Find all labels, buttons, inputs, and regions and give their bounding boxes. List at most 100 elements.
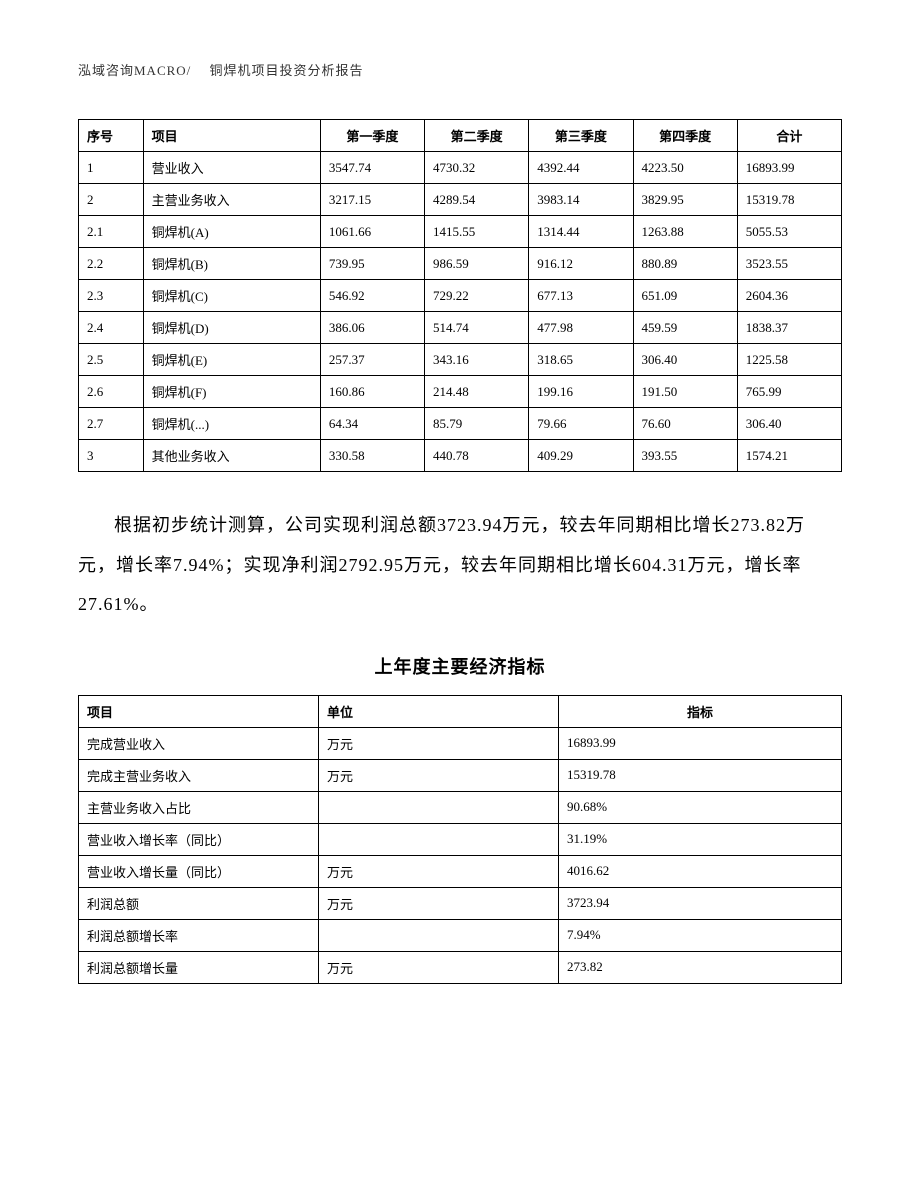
table-cell: 76.60 (633, 408, 737, 440)
table-cell: 万元 (319, 887, 559, 919)
table-cell: 16893.99 (737, 152, 841, 184)
quarterly-revenue-table: 序号 项目 第一季度 第二季度 第三季度 第四季度 合计 1营业收入3547.7… (78, 119, 842, 472)
table-cell: 651.09 (633, 280, 737, 312)
table-cell: 477.98 (529, 312, 633, 344)
table-cell: 2.4 (79, 312, 144, 344)
table-cell: 2 (79, 184, 144, 216)
table-cell: 铜焊机(C) (143, 280, 320, 312)
table-row: 完成营业收入万元16893.99 (79, 727, 842, 759)
table-cell: 3829.95 (633, 184, 737, 216)
table-cell: 739.95 (320, 248, 424, 280)
table-cell: 营业收入增长率（同比） (79, 823, 319, 855)
table-cell: 343.16 (425, 344, 529, 376)
table-cell: 万元 (319, 951, 559, 983)
economic-indicators-table: 项目 单位 指标 完成营业收入万元16893.99完成主营业务收入万元15319… (78, 695, 842, 984)
table-cell: 1263.88 (633, 216, 737, 248)
table-cell: 79.66 (529, 408, 633, 440)
table-row: 营业收入增长量（同比）万元4016.62 (79, 855, 842, 887)
page-header: 泓域咨询MACRO/ 铜焊机项目投资分析报告 (78, 60, 842, 79)
table-cell: 64.34 (320, 408, 424, 440)
table-cell: 409.29 (529, 440, 633, 472)
table-cell: 4289.54 (425, 184, 529, 216)
table-cell: 306.40 (737, 408, 841, 440)
col-seq: 序号 (79, 120, 144, 152)
table-cell: 铜焊机(E) (143, 344, 320, 376)
table-cell: 万元 (319, 759, 559, 791)
table-cell: 营业收入增长量（同比） (79, 855, 319, 887)
table-cell: 31.19% (559, 823, 842, 855)
table-cell: 7.94% (559, 919, 842, 951)
table-cell: 其他业务收入 (143, 440, 320, 472)
table-row: 2主营业务收入3217.154289.543983.143829.9515319… (79, 184, 842, 216)
table-cell: 273.82 (559, 951, 842, 983)
col-q4: 第四季度 (633, 120, 737, 152)
table-cell: 3547.74 (320, 152, 424, 184)
table-cell: 393.55 (633, 440, 737, 472)
table-cell: 214.48 (425, 376, 529, 408)
col-total: 合计 (737, 120, 841, 152)
table-cell: 铜焊机(D) (143, 312, 320, 344)
summary-paragraph: 根据初步统计测算，公司实现利润总额3723.94万元，较去年同期相比增长273.… (78, 506, 842, 625)
table-header-row: 序号 项目 第一季度 第二季度 第三季度 第四季度 合计 (79, 120, 842, 152)
table-cell: 3217.15 (320, 184, 424, 216)
table-cell: 1 (79, 152, 144, 184)
table-cell: 万元 (319, 855, 559, 887)
table-cell: 2.2 (79, 248, 144, 280)
table-cell (319, 791, 559, 823)
table-cell: 铜焊机(F) (143, 376, 320, 408)
table-cell: 514.74 (425, 312, 529, 344)
table-cell: 铜焊机(B) (143, 248, 320, 280)
table-cell: 完成主营业务收入 (79, 759, 319, 791)
table-row: 营业收入增长率（同比） 31.19% (79, 823, 842, 855)
table-cell: 16893.99 (559, 727, 842, 759)
table-cell: 营业收入 (143, 152, 320, 184)
table-cell: 3 (79, 440, 144, 472)
table-cell: 880.89 (633, 248, 737, 280)
table-row: 2.6铜焊机(F)160.86214.48199.16191.50765.99 (79, 376, 842, 408)
table-cell: 3723.94 (559, 887, 842, 919)
table-cell: 3983.14 (529, 184, 633, 216)
table-cell: 916.12 (529, 248, 633, 280)
col-item: 项目 (143, 120, 320, 152)
section-subtitle: 上年度主要经济指标 (78, 653, 842, 679)
table-cell: 1225.58 (737, 344, 841, 376)
table-cell: 15319.78 (737, 184, 841, 216)
table-cell: 4016.62 (559, 855, 842, 887)
table-header-row: 项目 单位 指标 (79, 695, 842, 727)
table-row: 利润总额万元3723.94 (79, 887, 842, 919)
table-cell (319, 823, 559, 855)
table-cell: 2.5 (79, 344, 144, 376)
col-unit: 单位 (319, 695, 559, 727)
table-cell: 完成营业收入 (79, 727, 319, 759)
col-item: 项目 (79, 695, 319, 727)
table-row: 利润总额增长量万元273.82 (79, 951, 842, 983)
table-row: 完成主营业务收入万元15319.78 (79, 759, 842, 791)
table-cell: 1314.44 (529, 216, 633, 248)
table-cell: 90.68% (559, 791, 842, 823)
table-row: 2.1铜焊机(A)1061.661415.551314.441263.88505… (79, 216, 842, 248)
table-cell: 729.22 (425, 280, 529, 312)
table-cell: 306.40 (633, 344, 737, 376)
col-q2: 第二季度 (425, 120, 529, 152)
table-row: 利润总额增长率7.94% (79, 919, 842, 951)
table-cell: 1838.37 (737, 312, 841, 344)
table-cell: 765.99 (737, 376, 841, 408)
table-cell: 15319.78 (559, 759, 842, 791)
table-cell: 3523.55 (737, 248, 841, 280)
table-cell: 191.50 (633, 376, 737, 408)
col-value: 指标 (559, 695, 842, 727)
table-cell: 986.59 (425, 248, 529, 280)
table-cell: 318.65 (529, 344, 633, 376)
table-cell: 1574.21 (737, 440, 841, 472)
table-cell: 386.06 (320, 312, 424, 344)
table-cell: 主营业务收入占比 (79, 791, 319, 823)
table-cell: 4730.32 (425, 152, 529, 184)
table-row: 2.5铜焊机(E)257.37343.16318.65306.401225.58 (79, 344, 842, 376)
table-cell: 利润总额 (79, 887, 319, 919)
table-cell: 4392.44 (529, 152, 633, 184)
table-row: 2.2铜焊机(B)739.95986.59916.12880.893523.55 (79, 248, 842, 280)
table-row: 2.7铜焊机(...)64.3485.7979.6676.60306.40 (79, 408, 842, 440)
document-page: 泓域咨询MACRO/ 铜焊机项目投资分析报告 序号 项目 第一季度 第二季度 第… (0, 0, 920, 1044)
table-cell: 1415.55 (425, 216, 529, 248)
table-row: 3其他业务收入330.58440.78409.29393.551574.21 (79, 440, 842, 472)
